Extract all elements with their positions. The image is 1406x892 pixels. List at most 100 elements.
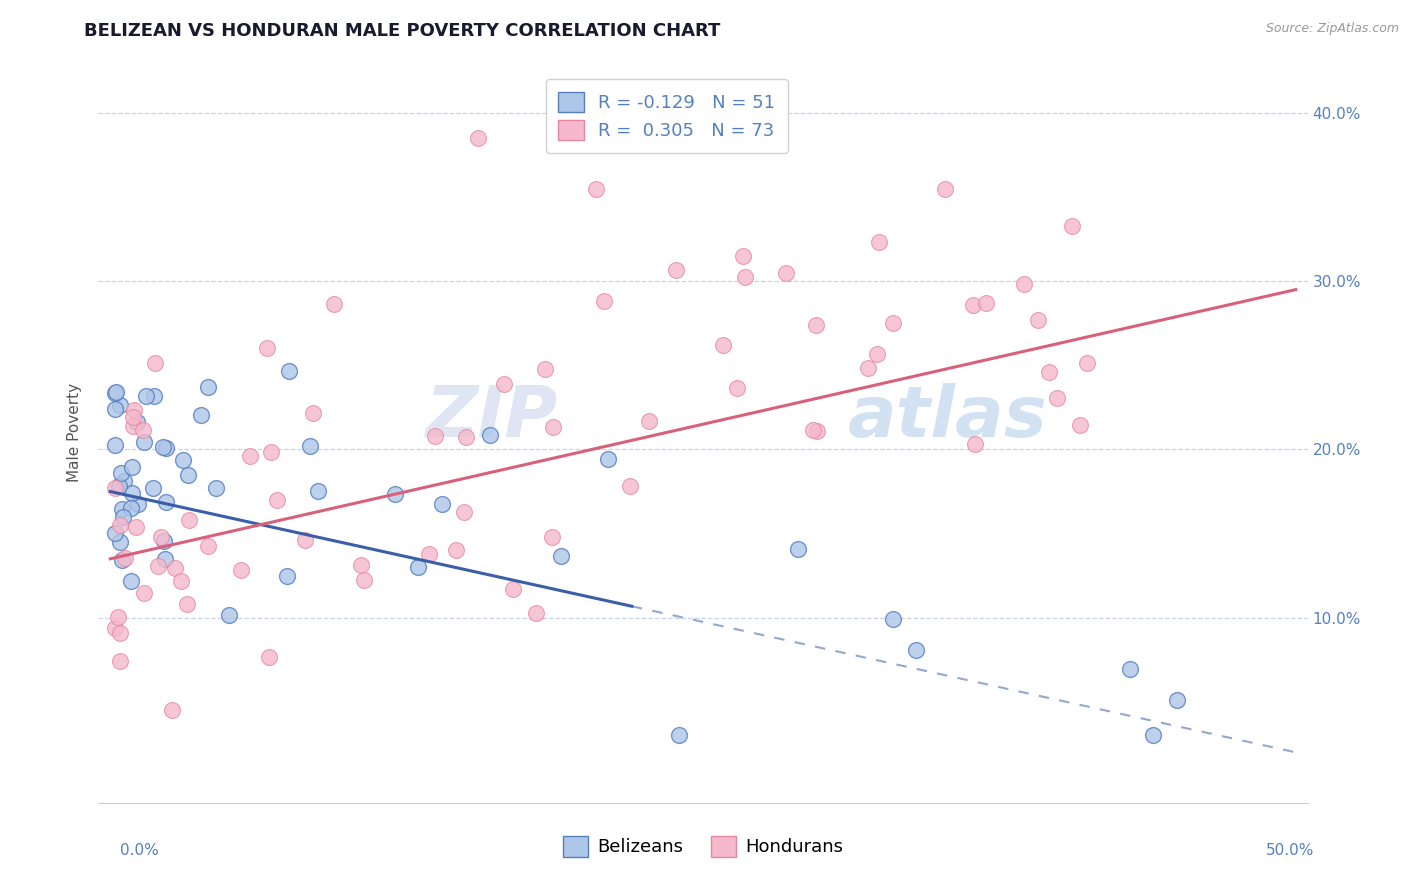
Point [868,235,890,250]
Text: atlas: atlas [848,384,1047,452]
Point [190,408,212,422]
Point [277,364,299,378]
Point [665,262,688,277]
Point [197,539,219,553]
Point [111,501,134,516]
Point [804,318,827,332]
Y-axis label: Male Poverty: Male Poverty [67,383,83,483]
Point [454,430,477,444]
Point [205,481,228,495]
Point [155,495,177,509]
Point [492,377,515,392]
Point [1026,312,1049,326]
Point [125,519,148,533]
Point [1014,277,1036,291]
Point [108,478,131,492]
Point [962,298,984,312]
Point [108,654,131,668]
Point [104,386,127,401]
Point [432,497,454,511]
Point [155,441,177,455]
Point [104,482,127,496]
Point [353,574,375,588]
Point [170,574,193,589]
Point [104,526,127,541]
Text: 50.0%: 50.0% [1267,843,1315,858]
Point [153,552,176,566]
Point [593,294,616,309]
Point [384,487,406,501]
Point [322,297,344,311]
Point [775,266,797,280]
Point [598,451,620,466]
Point [541,420,564,434]
Point [104,438,127,452]
Point [541,530,564,544]
Point [806,424,828,438]
Point [858,361,880,376]
Point [350,558,373,572]
Point [963,437,986,451]
Point [127,497,149,511]
Point [132,586,155,600]
Point [668,729,690,743]
Point [1166,693,1188,707]
Point [637,413,659,427]
Point [585,181,607,195]
Point [229,563,252,577]
Point [478,428,501,442]
Point [266,493,288,508]
Point [423,428,446,442]
Point [534,362,557,376]
Point [239,449,262,463]
Point [550,549,572,564]
Point [110,466,132,480]
Point [121,486,143,500]
Point [122,409,145,424]
Point [179,513,201,527]
Legend: Belizeans, Hondurans: Belizeans, Hondurans [555,829,851,864]
Point [734,269,756,284]
Point [502,582,524,596]
Point [107,609,129,624]
Point [108,517,131,532]
Point [111,553,134,567]
Point [524,607,547,621]
Point [725,381,748,395]
Point [104,621,127,635]
Point [143,389,166,403]
Point [1142,729,1164,743]
Point [905,642,928,657]
Point [882,316,904,330]
Text: ZIP: ZIP [426,384,558,452]
Point [105,384,128,399]
Point [453,505,475,519]
Text: 0.0%: 0.0% [120,843,159,858]
Point [1076,356,1098,370]
Point [1062,219,1084,234]
Text: Source: ZipAtlas.com: Source: ZipAtlas.com [1265,22,1399,36]
Point [114,550,136,565]
Point [218,608,240,623]
Point [408,560,430,574]
Point [197,380,219,394]
Point [299,439,322,453]
Point [1069,418,1091,433]
Point [256,341,278,355]
Point [127,416,149,430]
Point [177,468,200,483]
Point [132,423,155,437]
Point [152,440,174,454]
Point [121,460,143,475]
Text: BELIZEAN VS HONDURAN MALE POVERTY CORRELATION CHART: BELIZEAN VS HONDURAN MALE POVERTY CORREL… [84,22,721,40]
Point [467,131,489,145]
Point [135,389,157,403]
Point [866,347,889,361]
Point [801,423,824,437]
Point [1038,366,1060,380]
Point [120,574,142,588]
Point [259,650,281,665]
Point [294,533,316,547]
Point [276,569,298,583]
Point [121,418,143,433]
